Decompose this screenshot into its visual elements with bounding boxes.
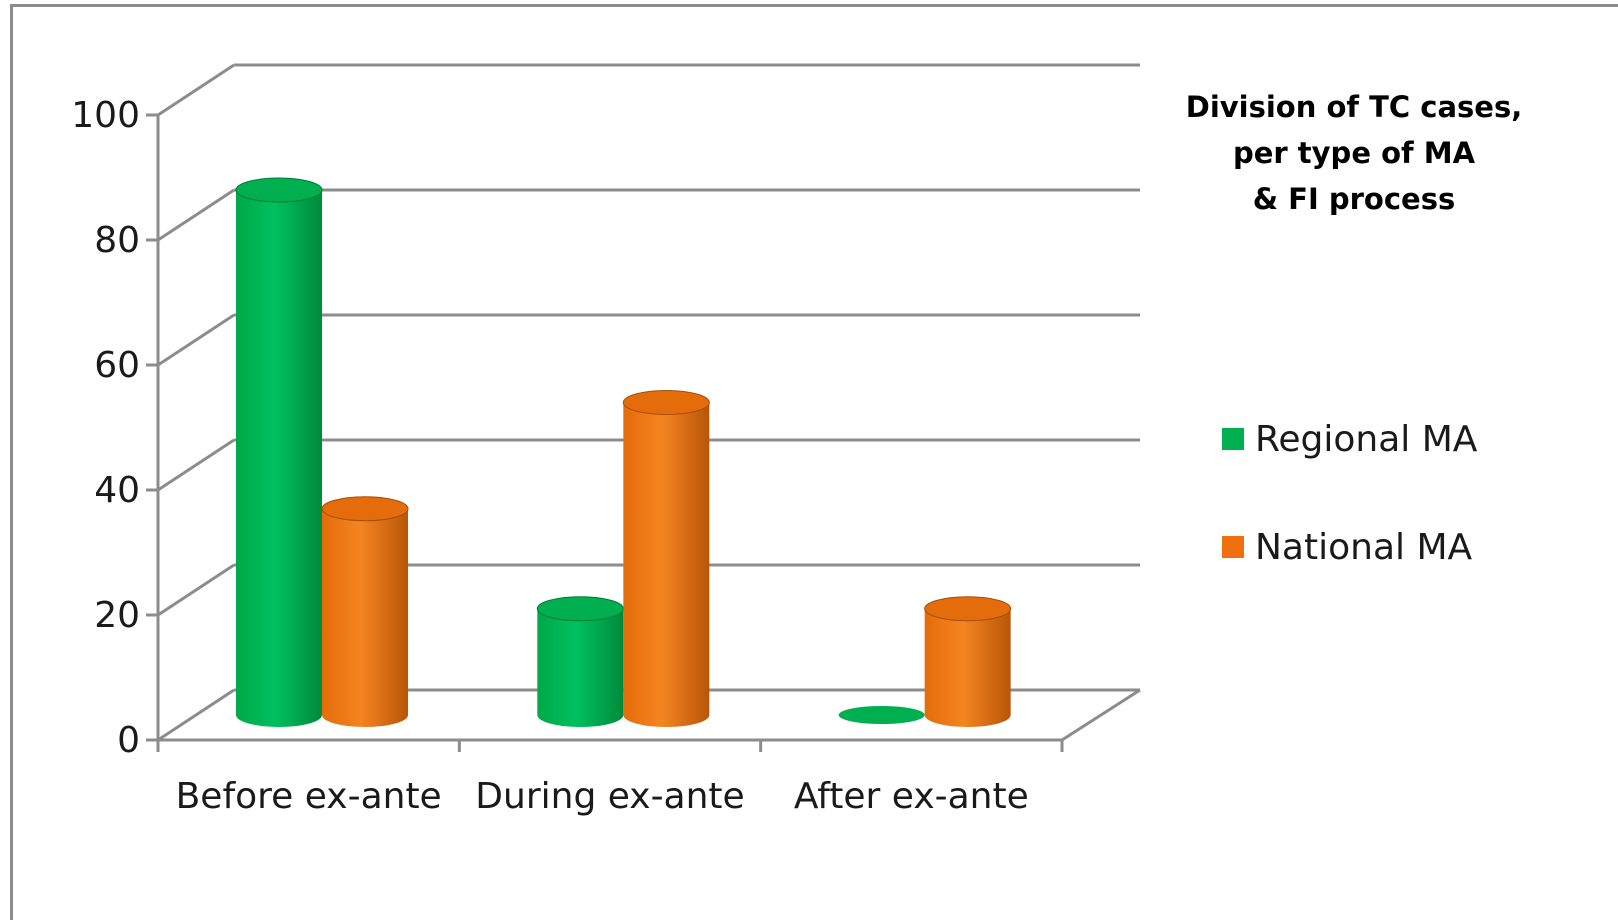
chart-title: Division of TC cases, per type of MA & FI …: [1186, 90, 1523, 216]
x-tick-label: Before ex-ante: [176, 776, 442, 817]
bar-national-body: [322, 508, 408, 727]
y-tick-label: 40: [94, 470, 140, 511]
side-gridline: [157, 63, 235, 117]
bar-regional-top: [235, 177, 323, 203]
bar-regional: [536, 596, 624, 727]
floor-edge: [1061, 688, 1141, 742]
chart-title-line: Division of TC cases,: [1186, 90, 1523, 124]
chart-title-line: & FI process: [1253, 182, 1455, 216]
bar-regional: [838, 706, 925, 724]
bar-national-top: [622, 390, 710, 415]
side-gridline: [157, 188, 235, 242]
bars-layer: [235, 177, 1012, 727]
bar-national-body: [623, 402, 710, 727]
legend-swatch: [1222, 428, 1244, 450]
bar-national-top: [924, 596, 1012, 622]
side-gridline: [157, 438, 235, 492]
legend-swatch: [1222, 536, 1244, 558]
bar-national: [924, 596, 1012, 727]
bar-regional-flat: [838, 706, 925, 724]
bar-regional: [235, 177, 323, 727]
axis-layer: 0 20 40 60 80 100 Before ex-ante During ex-ante…: [71, 95, 1064, 817]
legend: Regional MA National MA: [1222, 419, 1478, 568]
bar-national: [622, 390, 710, 727]
side-gridline: [157, 313, 235, 367]
bar-regional-body: [236, 190, 322, 727]
bar-national-body: [924, 608, 1011, 727]
bar-regional-top: [536, 596, 624, 622]
y-tick-label: 80: [94, 220, 140, 261]
bar-regional-body: [537, 608, 624, 727]
bar-national-top: [321, 496, 409, 522]
y-tick-label: 60: [94, 345, 140, 386]
y-tick-label: 100: [71, 95, 140, 136]
x-tick-label: During ex-ante: [475, 776, 744, 817]
side-gridline: [157, 563, 235, 617]
chart-title-line: per type of MA: [1233, 136, 1476, 170]
x-tick-label: After ex-ante: [794, 776, 1029, 817]
bar-national: [321, 496, 409, 727]
y-tick-label: 0: [117, 720, 140, 761]
y-tick-label: 20: [94, 595, 140, 636]
legend-label: National MA: [1255, 527, 1473, 568]
side-gridline: [157, 688, 235, 742]
legend-label: Regional MA: [1255, 419, 1478, 460]
